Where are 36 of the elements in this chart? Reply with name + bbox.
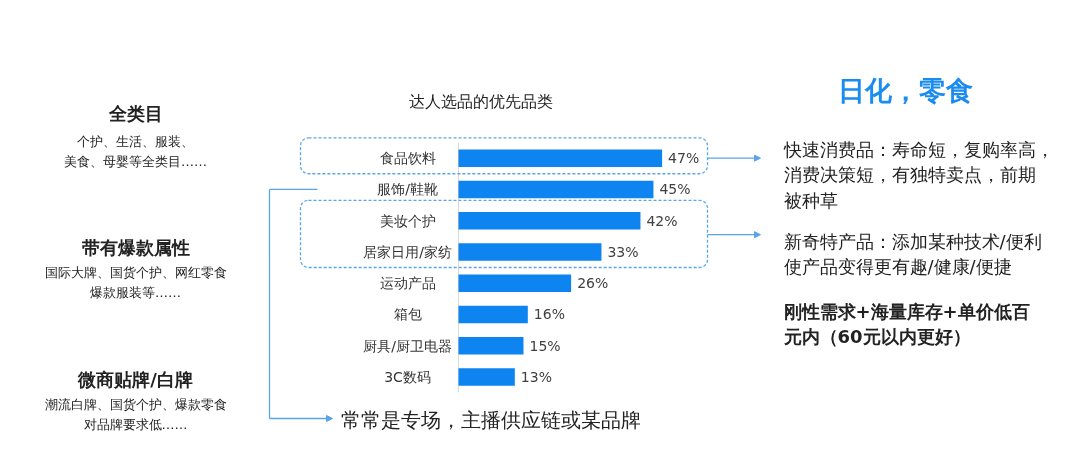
bar (458, 336, 524, 355)
chart-title: 达人选品的优先品类 (408, 91, 553, 111)
data-label: 47% (668, 150, 700, 167)
text: 微商贴牌/白牌 (77, 368, 193, 390)
data-label: 16% (533, 306, 565, 323)
bar (458, 149, 663, 167)
text: 快速消费品：寿命短，复购率高，消费决策短，有独特卖点，前期被种草 (782, 138, 1054, 211)
bar (458, 243, 602, 261)
bar (458, 368, 515, 386)
data-label: 33% (607, 243, 639, 260)
y-tick-label: 箱包 (393, 306, 422, 323)
text: 个护、生活、服装、美食、母婴等全类目…… (64, 133, 207, 170)
y-tick-label: 美妆个护 (379, 212, 436, 229)
text: 刚性需求+海量库存+单价低百元内（60元以内更好） (782, 300, 1030, 348)
y-tick-label: 食品饮料 (379, 150, 436, 167)
bar (458, 211, 641, 230)
data-label: 45% (659, 181, 691, 198)
y-tick-label: 运动产品 (379, 275, 436, 292)
bar (458, 180, 654, 199)
y-tick-label: 厨具/厨卫电器 (363, 337, 452, 354)
text: 新奇特产品：添加某种技术/便利使产品变得更有趣/健康/便捷 (783, 230, 1042, 278)
data-label: 42% (646, 212, 678, 229)
text: 国际大牌、国货个护、网红零食爆款服装等…… (44, 264, 227, 301)
text: 日化，零食 (838, 74, 973, 106)
y-tick-label: 服饰/鞋靴 (377, 181, 438, 198)
text: 全类目 (107, 102, 163, 124)
text: 带有爆款属性 (81, 236, 190, 258)
data-label: 26% (577, 275, 609, 292)
y-tick-label: 3C数码 (384, 368, 431, 385)
data-label: 13% (520, 368, 552, 385)
data-label: 15% (529, 337, 561, 354)
bar (458, 274, 572, 292)
bar (458, 305, 528, 324)
text: 潮流白牌、国货个护、爆款零食对品牌要求低…… (44, 396, 227, 433)
text: 常常是专场，主播供应链或某品牌 (340, 407, 641, 432)
y-tick-label: 居家日用/家纺 (363, 243, 452, 260)
